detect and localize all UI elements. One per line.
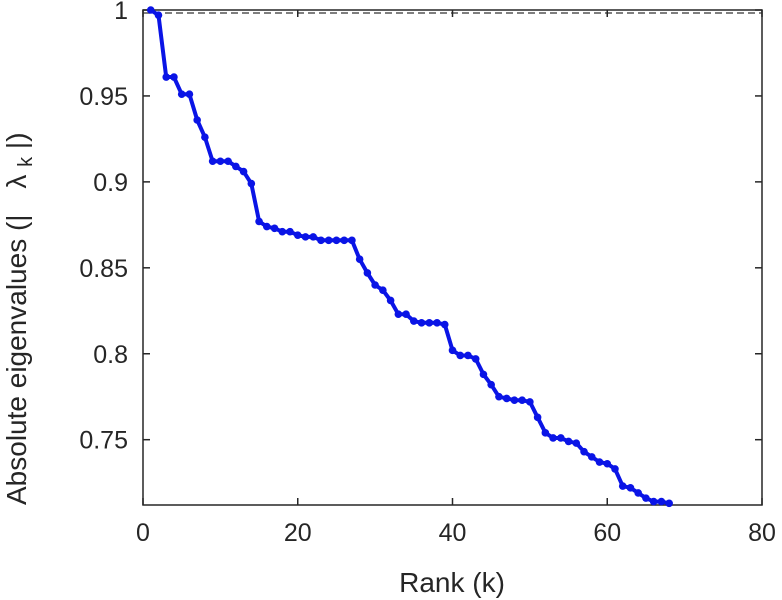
data-point bbox=[603, 459, 612, 468]
data-point bbox=[386, 296, 395, 305]
data-point bbox=[448, 346, 457, 355]
data-point bbox=[487, 380, 495, 389]
data-point bbox=[417, 319, 426, 327]
data-point bbox=[177, 90, 186, 99]
data-point bbox=[526, 398, 534, 406]
data-point bbox=[611, 465, 619, 473]
y-axis-label: Absolute eigenvalues (| λ k |) bbox=[1, 132, 38, 505]
axis-ticks bbox=[142, 9, 763, 505]
data-point bbox=[440, 320, 449, 329]
data-point bbox=[464, 351, 472, 360]
data-point bbox=[657, 497, 666, 506]
data-point bbox=[263, 222, 271, 231]
y-axis-label-subscript: k bbox=[15, 156, 37, 167]
data-point bbox=[348, 236, 356, 245]
data-point bbox=[270, 224, 279, 233]
data-point bbox=[665, 499, 673, 508]
y-tick-label: 0.8 bbox=[93, 341, 128, 369]
data-point bbox=[324, 236, 333, 245]
data-point bbox=[510, 396, 519, 404]
data-point bbox=[201, 133, 209, 141]
data-point bbox=[495, 392, 503, 401]
data-point bbox=[317, 236, 325, 245]
x-tick-label: 0 bbox=[136, 519, 150, 547]
data-point bbox=[363, 269, 372, 277]
data-point bbox=[224, 157, 232, 166]
data-point bbox=[286, 227, 294, 236]
y-axis-label-symbol: λ bbox=[1, 175, 32, 189]
data-point bbox=[626, 484, 635, 492]
data-point bbox=[642, 494, 650, 502]
x-tick-label: 80 bbox=[748, 519, 776, 547]
data-point bbox=[394, 310, 403, 319]
data-point bbox=[332, 236, 341, 245]
y-tick-label: 0.85 bbox=[79, 255, 128, 283]
data-point bbox=[518, 396, 526, 404]
data-point bbox=[541, 429, 550, 437]
data-point bbox=[340, 236, 348, 245]
data-point bbox=[533, 413, 542, 422]
data-point bbox=[580, 447, 588, 456]
data-point bbox=[572, 439, 581, 447]
data-point bbox=[433, 319, 441, 327]
data-point bbox=[634, 489, 642, 497]
x-tick-labels: 0 20 40 60 80 bbox=[136, 519, 776, 547]
data-point bbox=[502, 394, 511, 403]
x-tick-label: 40 bbox=[439, 519, 467, 547]
data-point bbox=[146, 6, 155, 14]
y-tick-label: 0.95 bbox=[79, 83, 128, 111]
data-point bbox=[479, 370, 488, 379]
y-tick-label: 0.9 bbox=[93, 169, 128, 197]
series-points bbox=[146, 6, 673, 508]
data-point bbox=[193, 116, 201, 124]
data-point bbox=[410, 317, 418, 325]
data-point bbox=[208, 157, 217, 166]
data-point bbox=[649, 497, 658, 506]
data-point bbox=[301, 233, 310, 241]
y-axis-label-close: |) bbox=[1, 132, 32, 149]
data-point bbox=[154, 11, 163, 19]
data-point bbox=[456, 351, 465, 360]
data-point bbox=[239, 167, 248, 176]
data-point bbox=[595, 458, 604, 466]
y-tick-labels: 0.75 0.8 0.85 0.9 0.95 1 bbox=[79, 0, 128, 455]
data-point bbox=[587, 453, 596, 461]
data-point bbox=[247, 179, 256, 188]
data-point bbox=[471, 355, 480, 363]
x-axis-label: Rank (k) bbox=[399, 567, 505, 598]
data-point bbox=[557, 434, 565, 442]
data-point bbox=[355, 255, 364, 264]
data-point bbox=[255, 217, 263, 226]
y-tick-label: 1 bbox=[114, 0, 128, 25]
plot-area bbox=[142, 9, 763, 506]
data-point bbox=[185, 90, 194, 99]
x-tick-label: 60 bbox=[593, 519, 621, 547]
data-point bbox=[618, 482, 627, 490]
data-point bbox=[564, 437, 573, 446]
data-point bbox=[549, 434, 557, 442]
data-point bbox=[371, 281, 379, 289]
y-tick-label: 0.75 bbox=[79, 427, 128, 455]
data-point bbox=[278, 227, 287, 236]
data-point bbox=[232, 162, 240, 171]
data-point bbox=[379, 286, 387, 294]
data-point bbox=[402, 310, 410, 319]
data-point bbox=[293, 231, 302, 239]
data-point bbox=[162, 73, 171, 81]
data-point bbox=[170, 73, 178, 81]
data-point bbox=[425, 319, 434, 327]
data-point bbox=[309, 233, 318, 241]
data-point bbox=[216, 157, 225, 166]
x-tick-label: 20 bbox=[284, 519, 312, 547]
y-axis-label-main: Absolute eigenvalues (| bbox=[1, 214, 32, 505]
